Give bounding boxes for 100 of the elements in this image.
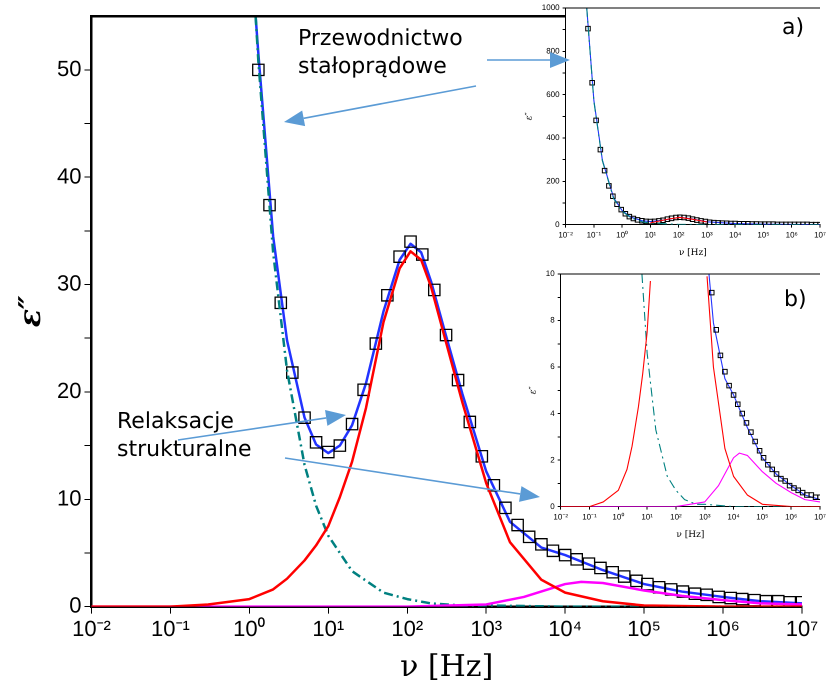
point <box>630 216 636 222</box>
point <box>570 553 583 566</box>
point <box>546 544 560 558</box>
y-tick-label: 600 <box>546 90 560 99</box>
point <box>708 290 715 296</box>
point <box>795 488 801 494</box>
x-tick-label: 10² <box>670 512 682 522</box>
point <box>660 218 666 224</box>
point <box>648 218 654 224</box>
y-tick-label: 8 <box>550 316 556 325</box>
point <box>718 352 724 358</box>
point <box>594 562 607 574</box>
point <box>686 215 692 221</box>
annotation: a) <box>782 14 806 42</box>
point <box>252 64 265 76</box>
point <box>760 454 766 461</box>
point <box>585 26 591 32</box>
y-tick-label: 10 <box>56 485 82 510</box>
y-tick-label: 0 <box>555 220 560 229</box>
point <box>744 420 750 426</box>
point <box>739 410 745 416</box>
y-tick-label: 6 <box>550 362 556 372</box>
x-tick-label: 10⁵ <box>756 512 768 522</box>
point <box>535 538 548 551</box>
x-tick-label: 10³ <box>701 230 714 240</box>
x-tick-label: 10¹ <box>312 616 344 641</box>
point <box>286 366 299 379</box>
point <box>664 583 678 596</box>
x-tick-label: 10³ <box>698 512 711 522</box>
point <box>381 288 394 302</box>
point <box>522 530 536 544</box>
x-axis-title: ν [Hz] <box>676 530 704 540</box>
point <box>618 206 624 212</box>
point <box>804 492 810 498</box>
y-tick-label: 50 <box>56 56 82 81</box>
point <box>730 392 736 398</box>
point <box>756 448 762 454</box>
point <box>416 248 429 261</box>
point <box>722 368 728 374</box>
x-tick-label: 10³ <box>470 616 502 641</box>
y-tick-label: 800 <box>546 46 560 56</box>
point <box>558 548 572 562</box>
y-tick-label: 2 <box>550 455 556 464</box>
x-tick-label: 10⁶ <box>706 616 740 641</box>
x-tick-label: 10⁶ <box>786 230 798 240</box>
y-tick-label: 4 <box>550 408 556 418</box>
y-axis-title: ε″ <box>528 386 539 394</box>
point <box>641 578 654 590</box>
x-tick-label: 10⁰ <box>612 512 624 522</box>
point <box>700 588 713 602</box>
y-axis-title: ε″ <box>524 112 535 120</box>
point <box>404 235 417 248</box>
point <box>452 374 464 386</box>
point <box>681 214 687 220</box>
x-tick-label: 10⁻¹ <box>582 512 598 522</box>
y-tick-label: 400 <box>546 133 560 142</box>
point <box>428 284 441 296</box>
y-tick-label: 20 <box>56 378 82 403</box>
point <box>786 482 792 488</box>
x-tick-label: 10⁻² <box>553 512 568 522</box>
point <box>589 80 595 86</box>
point <box>310 436 322 449</box>
point <box>606 566 619 579</box>
x-tick-label: 10⁵ <box>627 616 661 641</box>
point <box>702 218 708 224</box>
x-tick-label: 10⁵ <box>757 230 770 240</box>
point <box>676 585 690 598</box>
point <box>652 218 658 224</box>
point <box>274 296 288 310</box>
point <box>800 490 806 496</box>
point <box>602 168 608 174</box>
point <box>712 590 725 604</box>
y-tick-label: 30 <box>56 270 82 296</box>
point <box>610 193 616 199</box>
point <box>593 118 599 124</box>
point <box>808 492 814 498</box>
point <box>488 478 500 492</box>
x-axis-title: ν [Hz] <box>678 248 707 258</box>
point <box>688 587 702 600</box>
point <box>464 416 476 428</box>
x-tick-label: 10⁴ <box>727 512 740 522</box>
point <box>440 328 452 342</box>
point <box>370 337 382 350</box>
point <box>263 198 276 212</box>
y-axis-title: ε″ <box>12 294 48 328</box>
x-axis-title: ν [Hz] <box>400 648 494 684</box>
point <box>812 494 818 500</box>
point <box>626 214 632 220</box>
point <box>639 218 645 224</box>
annotation: Przewodnictwo stałoprądowe <box>298 25 464 80</box>
point <box>673 214 679 220</box>
point <box>393 250 406 263</box>
point <box>606 183 612 189</box>
annotation: Relaksacje strukturalne <box>117 408 253 463</box>
point <box>476 450 488 463</box>
point <box>582 557 596 570</box>
point <box>668 216 674 222</box>
y-tick-label: 1000 <box>542 3 560 12</box>
y-tick-label: 40 <box>56 163 82 188</box>
x-tick-label: 10⁰ <box>616 230 628 240</box>
